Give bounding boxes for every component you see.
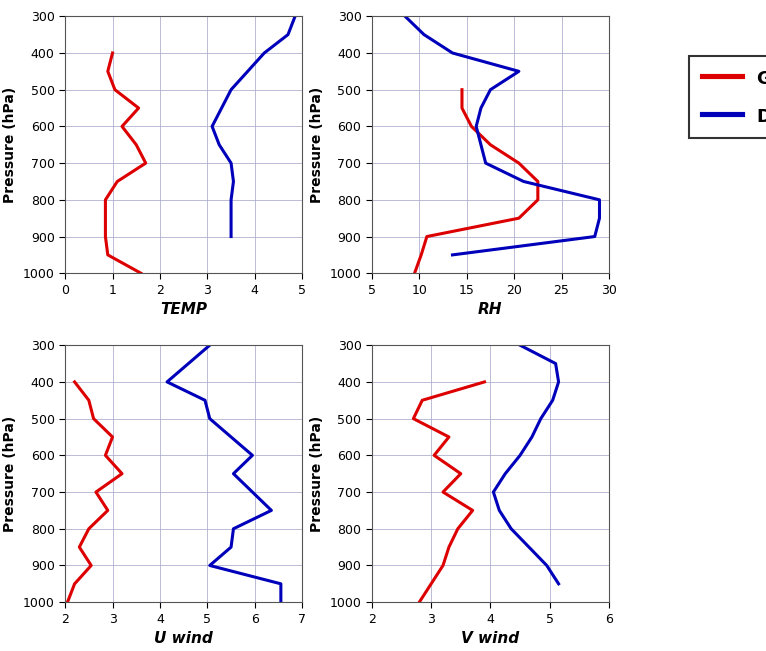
X-axis label: TEMP: TEMP (160, 302, 207, 317)
X-axis label: RH: RH (478, 302, 502, 317)
Y-axis label: Pressure (hPa): Pressure (hPa) (3, 415, 18, 532)
Y-axis label: Pressure (hPa): Pressure (hPa) (3, 87, 18, 203)
Legend: GWNU, DGW: GWNU, DGW (689, 56, 766, 138)
Y-axis label: Pressure (hPa): Pressure (hPa) (310, 415, 324, 532)
X-axis label: V wind: V wind (461, 631, 519, 646)
Y-axis label: Pressure (hPa): Pressure (hPa) (310, 87, 324, 203)
X-axis label: U wind: U wind (154, 631, 213, 646)
